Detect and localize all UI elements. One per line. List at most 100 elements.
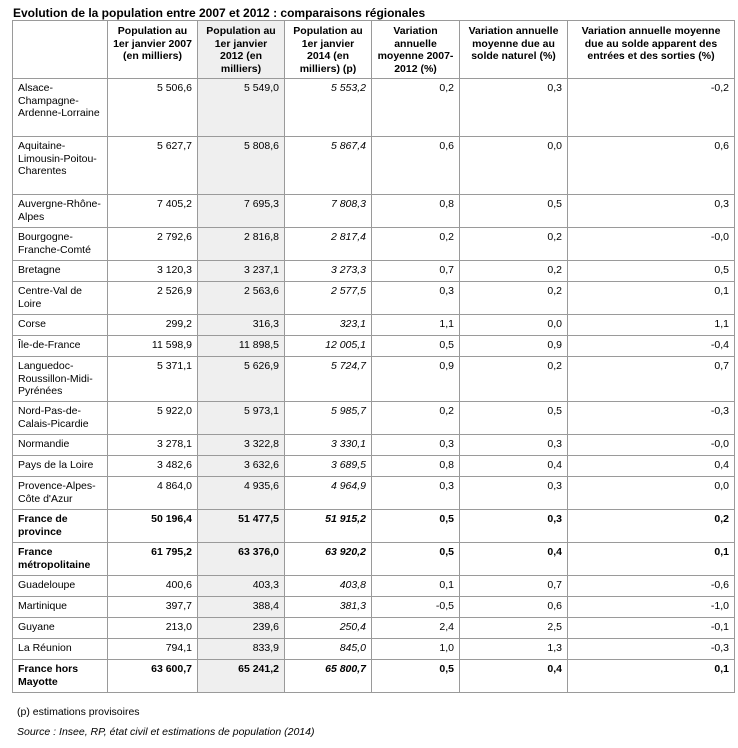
cell-solde-naturel: 0,2 xyxy=(459,356,568,402)
cell-variation: 1,0 xyxy=(371,638,460,660)
cell-pop-2014: 403,8 xyxy=(284,575,372,597)
cell-solde-migratoire: -1,0 xyxy=(567,596,735,618)
cell-region: France hors Mayotte xyxy=(12,659,108,693)
cell-pop-2007: 397,7 xyxy=(107,596,198,618)
cell-pop-2014: 845,0 xyxy=(284,638,372,660)
cell-region: Guadeloupe xyxy=(12,575,108,597)
cell-region: Bretagne xyxy=(12,260,108,282)
table-row: Languedoc-Roussillon-Midi-Pyrénées 5 371,… xyxy=(12,356,735,402)
cell-solde-migratoire: 0,6 xyxy=(567,136,735,195)
cell-pop-2007: 400,6 xyxy=(107,575,198,597)
cell-pop-2007: 5 627,7 xyxy=(107,136,198,195)
cell-pop-2007: 63 600,7 xyxy=(107,659,198,693)
cell-pop-2007: 794,1 xyxy=(107,638,198,660)
cell-pop-2007: 50 196,4 xyxy=(107,509,198,543)
source-note: Source : Insee, RP, état civil et estima… xyxy=(17,726,315,738)
cell-solde-migratoire: 0,5 xyxy=(567,260,735,282)
cell-solde-migratoire: -0,1 xyxy=(567,617,735,639)
cell-pop-2012: 63 376,0 xyxy=(197,542,285,576)
cell-pop-2012: 403,3 xyxy=(197,575,285,597)
cell-solde-migratoire: -0,3 xyxy=(567,401,735,435)
cell-solde-naturel: 0,4 xyxy=(459,542,568,576)
table-row: Bretagne 3 120,3 3 237,1 3 273,3 0,7 0,2 0,5 xyxy=(12,260,735,282)
cell-solde-migratoire: -0,0 xyxy=(567,227,735,261)
cell-pop-2014: 3 273,3 xyxy=(284,260,372,282)
cell-solde-migratoire: 0,0 xyxy=(567,476,735,510)
cell-variation: 0,2 xyxy=(371,401,460,435)
cell-pop-2014: 2 577,5 xyxy=(284,281,372,315)
cell-pop-2007: 7 405,2 xyxy=(107,194,198,228)
cell-region: Provence-Alpes-Côte d'Azur xyxy=(12,476,108,510)
cell-variation: 0,8 xyxy=(371,194,460,228)
cell-variation: 0,5 xyxy=(371,335,460,357)
cell-pop-2012: 239,6 xyxy=(197,617,285,639)
cell-region: La Réunion xyxy=(12,638,108,660)
cell-pop-2014: 65 800,7 xyxy=(284,659,372,693)
cell-solde-migratoire: 0,1 xyxy=(567,659,735,693)
header-row: Population au 1er janvier 2007 (en milli… xyxy=(12,20,735,79)
cell-solde-migratoire: -0,3 xyxy=(567,638,735,660)
header-pop-2014: Population au 1er janvier 2014 (en milli… xyxy=(284,20,372,79)
cell-region: Alsace-Champagne-Ardenne-Lorraine xyxy=(12,78,108,137)
cell-variation: -0,5 xyxy=(371,596,460,618)
cell-variation: 0,1 xyxy=(371,575,460,597)
cell-pop-2007: 2 526,9 xyxy=(107,281,198,315)
cell-variation: 0,7 xyxy=(371,260,460,282)
table-row: La Réunion 794,1 833,9 845,0 1,0 1,3 -0,3 xyxy=(12,638,735,660)
cell-pop-2014: 250,4 xyxy=(284,617,372,639)
cell-pop-2007: 11 598,9 xyxy=(107,335,198,357)
cell-variation: 0,3 xyxy=(371,476,460,510)
cell-region: Corse xyxy=(12,314,108,336)
cell-variation: 0,5 xyxy=(371,509,460,543)
cell-variation: 0,5 xyxy=(371,542,460,576)
cell-region: Centre-Val de Loire xyxy=(12,281,108,315)
cell-pop-2014: 5 553,2 xyxy=(284,78,372,137)
cell-solde-naturel: 0,4 xyxy=(459,455,568,477)
table-row: France métropolitaine 61 795,2 63 376,0 63 … xyxy=(12,542,735,576)
table-row: Alsace-Champagne-Ardenne-Lorraine 5 506,6… xyxy=(12,78,735,137)
cell-pop-2014: 7 808,3 xyxy=(284,194,372,228)
header-solde-naturel: Variation annuelle moyenne due au solde … xyxy=(459,20,568,79)
cell-region: Aquitaine-Limousin-Poitou-Charentes xyxy=(12,136,108,195)
cell-solde-naturel: 1,3 xyxy=(459,638,568,660)
table-row: Auvergne-Rhône-Alpes 7 405,2 7 695,3 7 808,… xyxy=(12,194,735,228)
cell-solde-naturel: 0,4 xyxy=(459,659,568,693)
cell-region: France métropolitaine xyxy=(12,542,108,576)
cell-solde-naturel: 0,5 xyxy=(459,194,568,228)
cell-solde-migratoire: -0,0 xyxy=(567,434,735,456)
cell-pop-2014: 381,3 xyxy=(284,596,372,618)
cell-pop-2007: 299,2 xyxy=(107,314,198,336)
cell-region: Languedoc-Roussillon-Midi-Pyrénées xyxy=(12,356,108,402)
cell-variation: 0,2 xyxy=(371,227,460,261)
cell-region: Guyane xyxy=(12,617,108,639)
table-row: Île-de-France 11 598,9 11 898,5 12 005,1 0,5… xyxy=(12,335,735,357)
cell-pop-2012: 388,4 xyxy=(197,596,285,618)
cell-pop-2012: 316,3 xyxy=(197,314,285,336)
cell-pop-2007: 3 482,6 xyxy=(107,455,198,477)
cell-region: Normandie xyxy=(12,434,108,456)
table-title: Evolution de la population entre 2007 et… xyxy=(13,6,426,20)
cell-solde-migratoire: 0,2 xyxy=(567,509,735,543)
cell-pop-2012: 2 563,6 xyxy=(197,281,285,315)
table-row: Guyane 213,0 239,6 250,4 2,4 2,5 -0,1 xyxy=(12,617,735,639)
cell-pop-2007: 5 506,6 xyxy=(107,78,198,137)
cell-pop-2012: 5 808,6 xyxy=(197,136,285,195)
cell-solde-naturel: 0,3 xyxy=(459,434,568,456)
cell-solde-naturel: 0,3 xyxy=(459,476,568,510)
cell-solde-naturel: 0,3 xyxy=(459,509,568,543)
table-body: Alsace-Champagne-Ardenne-Lorraine 5 506,6… xyxy=(12,78,735,693)
cell-solde-naturel: 0,5 xyxy=(459,401,568,435)
cell-solde-naturel: 0,0 xyxy=(459,136,568,195)
cell-pop-2012: 5 626,9 xyxy=(197,356,285,402)
table-row: Pays de la Loire 3 482,6 3 632,6 3 689,5 0,8… xyxy=(12,455,735,477)
cell-variation: 0,3 xyxy=(371,434,460,456)
cell-pop-2014: 5 867,4 xyxy=(284,136,372,195)
cell-pop-2014: 3 689,5 xyxy=(284,455,372,477)
cell-region: Pays de la Loire xyxy=(12,455,108,477)
table-row: Guadeloupe 400,6 403,3 403,8 0,1 0,7 -0,6 xyxy=(12,575,735,597)
cell-variation: 0,5 xyxy=(371,659,460,693)
cell-region: Auvergne-Rhône-Alpes xyxy=(12,194,108,228)
table-row: Martinique 397,7 388,4 381,3 -0,5 0,6 -1,0 xyxy=(12,596,735,618)
cell-pop-2012: 7 695,3 xyxy=(197,194,285,228)
